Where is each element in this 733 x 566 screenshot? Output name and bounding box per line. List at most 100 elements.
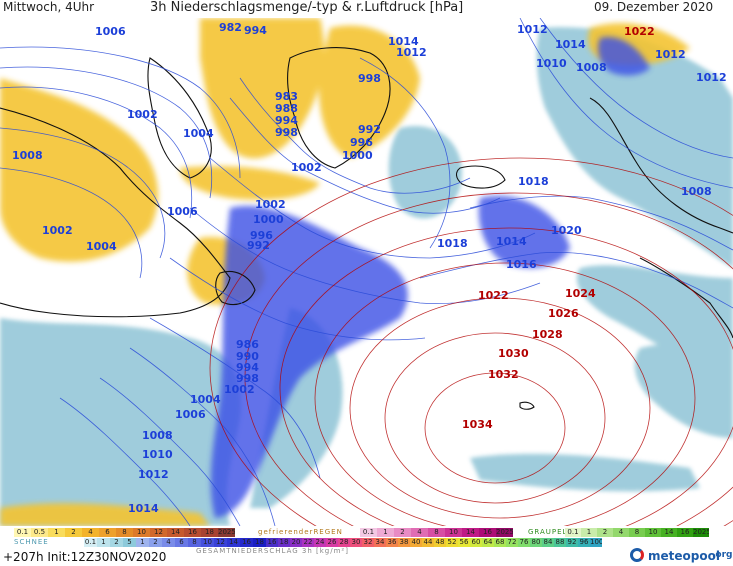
- legend-snow-cell: 5: [123, 538, 136, 547]
- isobar-label: 994: [244, 24, 267, 37]
- forecast-date: 09. Dezember 2020: [594, 0, 714, 14]
- legend-total-cell: 76: [518, 538, 530, 547]
- isobar-label: 1008: [681, 185, 712, 198]
- legend-snow-cell: 6: [175, 538, 188, 547]
- legend-total-cell: 30: [350, 538, 362, 547]
- isobar-label: 1014: [388, 35, 419, 48]
- isobar-label: 1032: [488, 368, 519, 381]
- legend-freezing-cell: 0.1: [360, 528, 377, 537]
- isobar-label: 1000: [342, 149, 373, 162]
- legend-rain-cell: 2: [65, 528, 82, 537]
- isobar-label: 998: [358, 72, 381, 85]
- legend-snow-cell: 1: [136, 538, 149, 547]
- legend-snow-cell: 18: [253, 538, 266, 547]
- isobar-label: 1014: [496, 235, 527, 248]
- legend-rain-cell: 10: [133, 528, 150, 537]
- isobar-label: 1012: [655, 48, 686, 61]
- legend-total-cell: 52: [446, 538, 458, 547]
- isobar-label: 1018: [437, 237, 468, 250]
- legend-total-cell: 26: [326, 538, 338, 547]
- isobars-low-pressure: [0, 18, 733, 526]
- legend-snow-cell: 4: [162, 538, 175, 547]
- legend-rain-cell: 6: [99, 528, 116, 537]
- legend-graupel-cell: 4: [613, 528, 629, 537]
- legend-total-cell: 28: [338, 538, 350, 547]
- legend-total-cell: 18: [278, 538, 290, 547]
- isobar-label: 998: [236, 372, 259, 385]
- legend-freezing-cell: 14: [462, 528, 479, 537]
- legend-total-cell: 36: [386, 538, 398, 547]
- init-run-label: +207h Init:12Z30NOV2020: [3, 550, 167, 564]
- legend-freezing-cell: 2: [394, 528, 411, 537]
- isobar-labels-high: 1022 1024 1026 1028 1030 1032 1034: [462, 287, 596, 431]
- isobar-label: 1004: [183, 127, 214, 140]
- legend-freezing-cell: 4: [411, 528, 428, 537]
- isobar-label: 1012: [396, 46, 427, 59]
- legend-total-cell: 38: [398, 538, 410, 547]
- isobar-label: 1006: [95, 25, 126, 38]
- legend-freezing-title: gefrierenderREGEN: [258, 528, 343, 536]
- isobar-label: 1002: [291, 161, 322, 174]
- legend-graupel-cell: 2025+: [693, 528, 709, 537]
- isobar-label: 1012: [138, 468, 169, 481]
- heavy-snow-band: [210, 37, 650, 518]
- isobar-label: 1012: [517, 23, 548, 36]
- isobar-label: 1022: [478, 289, 509, 302]
- legend-graupel-title: GRAUPEL: [528, 528, 568, 536]
- isobar-label: 1022: [624, 25, 655, 38]
- forecast-day-label: Mittwoch, 4Uhr: [3, 0, 95, 14]
- isobar-label: 1008: [142, 429, 173, 442]
- isobar-label: 1030: [498, 347, 529, 360]
- isobar-label: 996: [250, 229, 273, 242]
- isobar-label: 994: [275, 114, 298, 127]
- legend-rain-cell: 12: [150, 528, 167, 537]
- isobar-label: 1012: [696, 71, 727, 84]
- isobar-label: 986: [236, 338, 259, 351]
- legend-total-cell: 16: [266, 538, 278, 547]
- isobar-label: 1018: [518, 175, 549, 188]
- isobar-label: 994: [236, 361, 259, 374]
- isobar-label: 1002: [224, 383, 255, 396]
- isobar-label: 1000: [253, 213, 284, 226]
- isobar-label: 1010: [142, 448, 173, 461]
- legend-rain-cell: 0.1: [14, 528, 31, 537]
- isobar-label: 1006: [175, 408, 206, 421]
- legend-rain-cell: 8: [116, 528, 133, 537]
- legend-rain-cell: 0.5: [31, 528, 48, 537]
- isobar-label: 1004: [190, 393, 221, 406]
- legend-total-cell: 80: [530, 538, 542, 547]
- legend-snow-cell: 12: [214, 538, 227, 547]
- legend-graupel-cell: 16: [677, 528, 693, 537]
- legend-rain-cell: 4: [82, 528, 99, 537]
- isobar-label: 1006: [167, 205, 198, 218]
- isobar-label: 1008: [12, 149, 43, 162]
- legend-total-cell: 68: [494, 538, 506, 547]
- legend-rain-cell: 2025+: [218, 528, 235, 537]
- legend-snow-cell: 14: [227, 538, 240, 547]
- isobar-label: 983: [275, 90, 298, 103]
- isobar-label: 1014: [128, 502, 159, 515]
- legend-graupel-cell: 14: [661, 528, 677, 537]
- legend-rain-cell: 1: [48, 528, 65, 537]
- legend-total-cell: 84: [542, 538, 554, 547]
- isobar-labels-low: 1006 1012 1022 1018 1016 1012 982 994 10…: [12, 21, 727, 515]
- legend-graupel-cell: 0.1: [565, 528, 581, 537]
- precipitation-pressure-map: 1006 1012 1022 1018 1016 1012 982 994 10…: [0, 18, 733, 526]
- isobar-label: 1028: [532, 328, 563, 341]
- legend-rain-cell: 18: [201, 528, 218, 537]
- isobar-label: 1024: [565, 287, 596, 300]
- legend-total-cell: 96: [578, 538, 590, 547]
- isobar-label: 1014: [555, 38, 586, 51]
- isobar-label: 1008: [576, 61, 607, 74]
- legend-freezing-cell: 16: [479, 528, 496, 537]
- legend-snow-cell: 16: [240, 538, 253, 547]
- legend-total-cell: 48: [434, 538, 446, 547]
- isobars-high-pressure: [209, 157, 733, 526]
- legend-graupel-cell: 8: [629, 528, 645, 537]
- legend-freezing-cell: 1: [377, 528, 394, 537]
- legend-graupel-cell: 2: [597, 528, 613, 537]
- legend-total-cell: 100: [590, 538, 602, 547]
- legend-total-cell: 34: [374, 538, 386, 547]
